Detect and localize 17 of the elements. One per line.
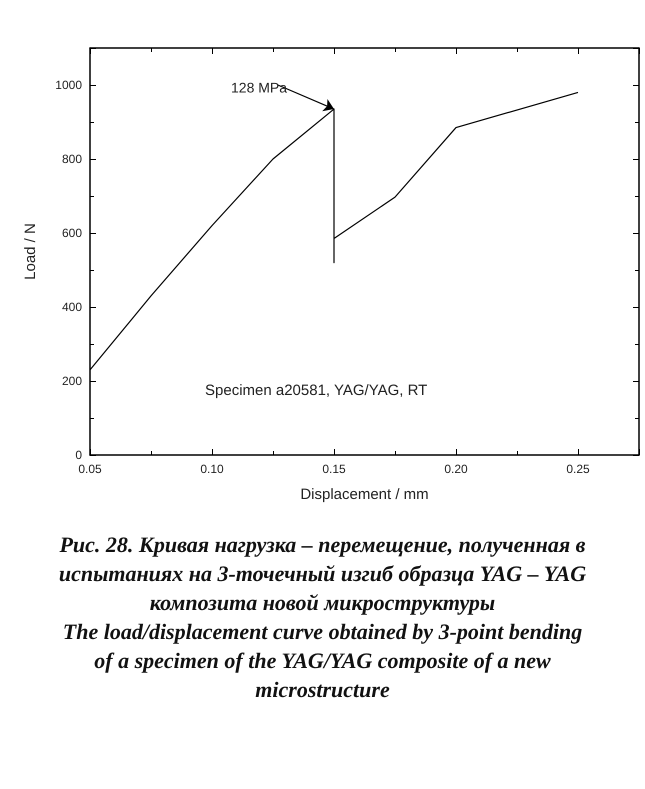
- x-tick-label: 0.10: [200, 462, 224, 476]
- text: The load/displacement curve obtained by 3-point bending of a specimen of the YAG/YAG composite of a new microstructure: [62, 618, 584, 704]
- x-tick-label: 0.05: [78, 462, 102, 476]
- y-tick-label: 600: [62, 226, 82, 240]
- annotation: 128 MPa: [231, 79, 288, 96]
- x-tick-label: 0.15: [322, 462, 346, 476]
- x-axis-title: Displacement / mm: [300, 486, 429, 503]
- y-tick-label: 1000: [55, 78, 82, 92]
- y-tick-label: 0: [75, 448, 82, 462]
- text: Рис. 28. Кривая нагрузка – перемещение, полученная в испытаниях на 3-точечный изгиб образца YAG – YAG композита новой микроструктуры: [58, 531, 588, 617]
- y-tick-label: 800: [62, 152, 82, 166]
- y-tick-label: 400: [62, 300, 82, 314]
- annotation: Specimen a20581, YAG/YAG, RT: [205, 382, 428, 399]
- y-tick-label: 200: [62, 374, 82, 388]
- x-tick-label: 0.25: [566, 462, 590, 476]
- x-tick-label: 0.20: [444, 462, 468, 476]
- y-axis-title: Load / N: [22, 223, 39, 280]
